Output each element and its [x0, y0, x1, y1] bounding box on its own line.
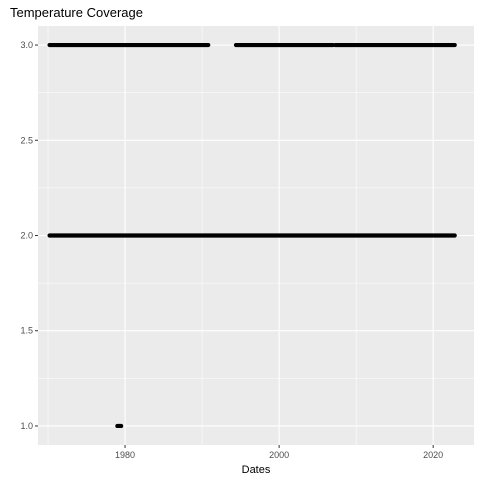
y-tick-label: 2.5: [20, 135, 33, 145]
x-tick-label: 2000: [269, 450, 289, 460]
y-tick-label: 3.0: [20, 40, 33, 50]
x-tick-label: 2020: [423, 450, 443, 460]
y-tick-label: 1.0: [20, 421, 33, 431]
x-axis-title: Dates: [242, 464, 271, 476]
y-tick-label: 2.0: [20, 231, 33, 241]
chart-title: Temperature Coverage: [10, 5, 143, 20]
y-tick-label: 1.5: [20, 326, 33, 336]
x-tick-label: 1980: [115, 450, 135, 460]
